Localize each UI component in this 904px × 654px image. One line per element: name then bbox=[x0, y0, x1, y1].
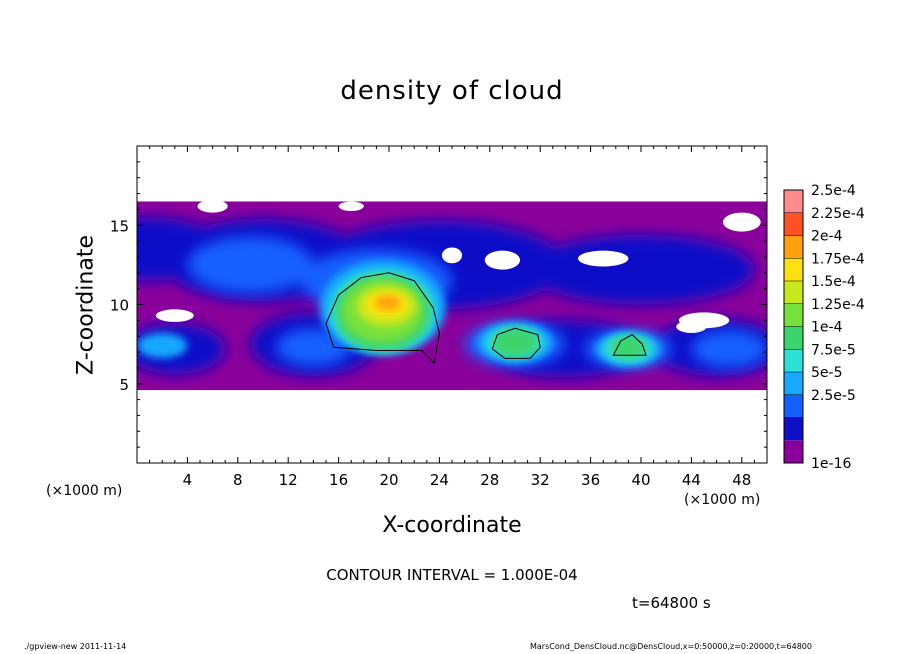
x-tick-label: 48 bbox=[732, 471, 751, 489]
x-tick-label: 12 bbox=[279, 471, 298, 489]
footer-program-date: ./gpview-new 2011-11-14 bbox=[24, 642, 127, 651]
field-gap bbox=[441, 247, 463, 264]
colorbar-label: 1e-4 bbox=[811, 320, 843, 336]
field-gap bbox=[155, 309, 194, 322]
field-blob bbox=[375, 295, 401, 311]
field-blob bbox=[187, 236, 314, 294]
x-tick-label: 32 bbox=[531, 471, 550, 489]
y-tick-label: 10 bbox=[110, 297, 129, 315]
y-tick-label: 15 bbox=[110, 217, 129, 235]
field-blob bbox=[492, 328, 538, 357]
field-blob bbox=[137, 333, 188, 359]
x-unit-label-right: (×1000 m) bbox=[684, 492, 761, 508]
colorbar-swatch bbox=[784, 417, 803, 441]
field-blob bbox=[691, 329, 767, 368]
y-axis-label: Z-coordinate bbox=[73, 235, 99, 375]
footer-source: MarsCond_DensCloud.nc@DensCloud,x=0:5000… bbox=[530, 642, 812, 651]
field-blob bbox=[275, 328, 352, 367]
contour-line bbox=[325, 272, 440, 365]
colorbar-swatch bbox=[784, 440, 803, 463]
field-blob bbox=[527, 234, 755, 305]
x-tick-label: 16 bbox=[329, 471, 348, 489]
x-axis-label: X-coordinate bbox=[382, 513, 522, 538]
colorbar-swatch bbox=[784, 372, 803, 395]
y-axis: 5 10 15 bbox=[110, 161, 767, 448]
colorbar-label: 2.5e-4 bbox=[811, 183, 856, 199]
x-tick-label: 24 bbox=[430, 471, 449, 489]
field-gap bbox=[722, 212, 761, 232]
colorbar-swatch bbox=[784, 281, 803, 304]
density-field bbox=[137, 199, 767, 391]
colorbar-label: 1e-16 bbox=[811, 456, 851, 472]
x-tick-label: 8 bbox=[233, 471, 243, 489]
field-gap bbox=[338, 201, 364, 211]
contour-interval-text: CONTOUR INTERVAL = 1.000E-04 bbox=[326, 566, 578, 584]
colorbar-label: 7.5e-5 bbox=[811, 342, 856, 358]
colorbar: 2.5e-4 2.25e-4 2e-4 1.75e-4 1.5e-4 1.25e-4 1e-… bbox=[783, 183, 865, 472]
contour-lines bbox=[325, 272, 647, 365]
colorbar-label: 2e-4 bbox=[811, 229, 843, 245]
x-tick-label: 28 bbox=[480, 471, 499, 489]
chart-title: density of cloud bbox=[340, 76, 564, 106]
x-tick-label: 4 bbox=[183, 471, 193, 489]
colorbar-label: 1.5e-4 bbox=[811, 274, 856, 290]
x-tick-label: 44 bbox=[682, 471, 701, 489]
y-tick-label: 5 bbox=[119, 376, 129, 394]
colorbar-swatch bbox=[784, 190, 803, 213]
colorbar-label: 1.75e-4 bbox=[811, 251, 865, 267]
field-gap bbox=[578, 250, 629, 267]
colorbar-label: 2.25e-4 bbox=[811, 206, 865, 222]
field-blob bbox=[610, 336, 647, 359]
colorbar-label: 2.5e-5 bbox=[811, 388, 856, 404]
colorbar-label: 5e-5 bbox=[811, 365, 842, 381]
layer-orange bbox=[375, 295, 401, 311]
x-axis: 4 8 12 16 20 24 28 32 36 40 44 48 bbox=[149, 146, 755, 489]
colorbar-swatch bbox=[784, 326, 803, 350]
x-unit-label-left: (×1000 m) bbox=[46, 483, 123, 499]
x-tick-label: 36 bbox=[581, 471, 600, 489]
field-gap bbox=[197, 199, 228, 213]
colorbar-swatch bbox=[784, 303, 803, 327]
contour-line bbox=[491, 327, 541, 359]
x-tick-label: 20 bbox=[379, 471, 398, 489]
field-gap bbox=[484, 250, 521, 270]
colorbar-swatch bbox=[784, 212, 803, 236]
colorbar-swatch bbox=[784, 394, 803, 418]
colorbar-swatch bbox=[784, 235, 803, 259]
time-label: t=64800 s bbox=[632, 594, 711, 612]
x-tick-label: 40 bbox=[631, 471, 650, 489]
colorbar-label: 1.25e-4 bbox=[811, 297, 865, 313]
field-gap bbox=[676, 320, 707, 334]
colorbar-swatch bbox=[784, 349, 803, 372]
contour-line bbox=[612, 333, 647, 356]
colorbar-swatch bbox=[784, 258, 803, 281]
